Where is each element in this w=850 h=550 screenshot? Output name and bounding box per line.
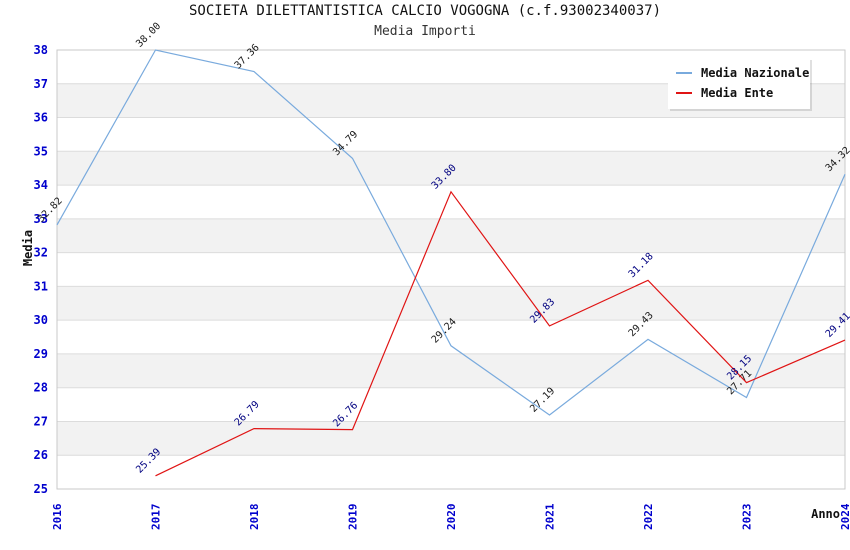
chart-subtitle: Media Importi (374, 24, 476, 39)
chart-title: SOCIETA DILETTANTISTICA CALCIO VOGOGNA (… (188, 3, 661, 19)
x-tick-label: 2016 (51, 503, 64, 530)
legend-item-media-nazionale: Media Nazionale (676, 63, 809, 83)
x-tick-label: 2021 (544, 503, 557, 530)
x-tick-label: 2022 (642, 504, 655, 531)
legend-label: Media Ente (701, 86, 774, 100)
y-axis-title: Media (21, 229, 35, 267)
x-tick-label: 2019 (347, 504, 360, 531)
series-line (155, 190, 846, 477)
point-value-label: 29.24 (430, 317, 459, 346)
y-tick-label: 37 (34, 77, 48, 91)
grid-band (57, 353, 845, 388)
y-tick-label: 25 (34, 482, 48, 496)
series-line (56, 49, 846, 416)
x-tick-label: 2020 (445, 504, 458, 531)
plot-frame (56, 49, 846, 490)
grid-band (57, 151, 845, 186)
point-value-label: 37.36 (233, 42, 262, 71)
y-tick-label: 26 (34, 448, 48, 462)
legend: Media Nazionale Media Ente (668, 58, 810, 109)
grid-band (57, 218, 845, 253)
point-value-label: 31.18 (627, 251, 656, 280)
x-axis-title: Anno (811, 507, 840, 521)
grid-band (57, 421, 845, 456)
y-tick-label: 34 (34, 178, 48, 192)
y-tick-label: 35 (34, 144, 48, 158)
y-tick-label: 31 (34, 279, 48, 293)
legend-label: Media Nazionale (701, 66, 810, 80)
x-tick-label: 2023 (741, 504, 754, 531)
y-tick-label: 38 (34, 43, 48, 57)
y-tick-label: 32 (34, 246, 48, 260)
line-swatch-icon (676, 92, 692, 94)
point-value-label: 38.00 (134, 21, 163, 50)
y-tick-label: 28 (34, 381, 48, 395)
y-tick-label: 36 (34, 111, 48, 125)
legend-item-media-ente: Media Ente (676, 83, 802, 103)
y-tick-label: 33 (34, 212, 48, 226)
y-tick-label: 27 (34, 414, 48, 428)
grid-band (57, 286, 845, 321)
x-tick-label: 2018 (248, 504, 261, 531)
x-tick-label: 2024 (839, 503, 850, 530)
y-tick-label: 29 (34, 347, 48, 361)
line-swatch-icon (676, 72, 692, 74)
x-tick-label: 2017 (150, 504, 163, 531)
y-tick-label: 30 (34, 313, 48, 327)
